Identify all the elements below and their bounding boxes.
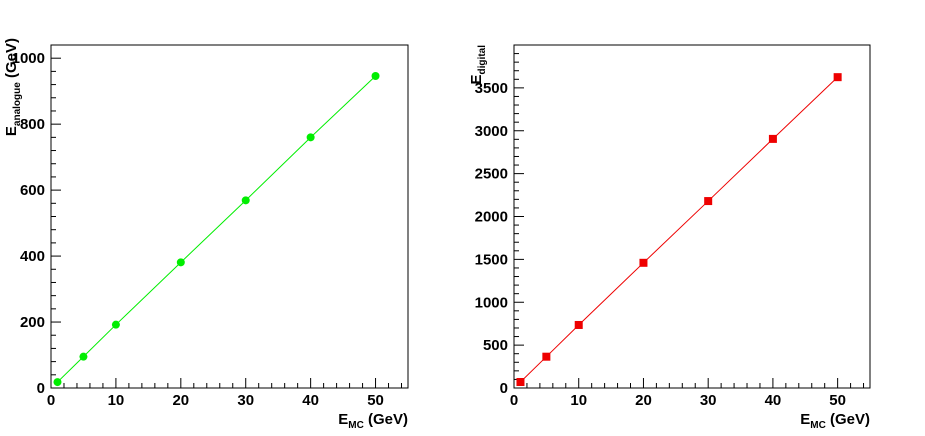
x-tick-label: 20 (172, 392, 189, 409)
x-tick-label: 10 (570, 392, 587, 409)
data-point (53, 378, 62, 387)
data-point (768, 134, 777, 143)
data-point (516, 377, 525, 386)
data-point (241, 196, 250, 205)
y-tick-label: 1000 (475, 294, 508, 311)
data-point (639, 258, 648, 267)
x-tick-label: 0 (47, 392, 55, 409)
y-tick-label: 800 (20, 116, 45, 133)
data-point (79, 352, 88, 361)
x-tick-label: 20 (635, 392, 652, 409)
y-tick-label: 0 (37, 380, 45, 397)
data-point (111, 320, 120, 329)
x-tick-label: 40 (765, 392, 782, 409)
x-tick-label: 10 (108, 392, 125, 409)
data-point (176, 258, 185, 267)
x-tick-label: 30 (237, 392, 254, 409)
y-tick-label: 400 (20, 248, 45, 265)
series-line (57, 75, 376, 383)
y-axis-title: Eanalogue (GeV) (3, 38, 23, 136)
y-tick-label: 500 (483, 337, 508, 354)
x-axis-title: EMC (GeV) (800, 411, 870, 431)
panel-digital: 0 10 20 30 40 500500100015002000250030003500E… (468, 44, 871, 431)
y-tick-label: 2000 (475, 209, 508, 226)
y-tick-label: 1500 (475, 251, 508, 268)
panel-analogue: 0 10 20 30 40 50 0 200 400 600 800 1000 EMC (GeV) Ean… (3, 38, 409, 431)
data-point (542, 352, 551, 361)
x-tick-label: 40 (302, 392, 319, 409)
data-point (574, 320, 583, 329)
data-point (371, 72, 380, 81)
y-tick-label: 200 (20, 314, 45, 331)
y-axis-title: Edigital (468, 45, 488, 85)
data-point (306, 133, 315, 142)
y-tick-label: 3000 (475, 123, 508, 140)
y-tick-label: 0 (500, 380, 508, 397)
x-tick-label: 50 (367, 392, 384, 409)
y-tick-label: 1000 (12, 50, 45, 67)
x-tick-label: 30 (700, 392, 717, 409)
data-point (704, 197, 713, 206)
y-tick-label: 2500 (475, 166, 508, 183)
y-tick-label: 3500 (475, 80, 508, 97)
y-tick-label: 600 (20, 182, 45, 199)
x-tick-label: 0 (510, 392, 518, 409)
series-line (520, 76, 838, 383)
x-axis-title: EMC (GeV) (338, 411, 408, 431)
data-point (833, 73, 842, 82)
x-tick-label: 50 (829, 392, 846, 409)
